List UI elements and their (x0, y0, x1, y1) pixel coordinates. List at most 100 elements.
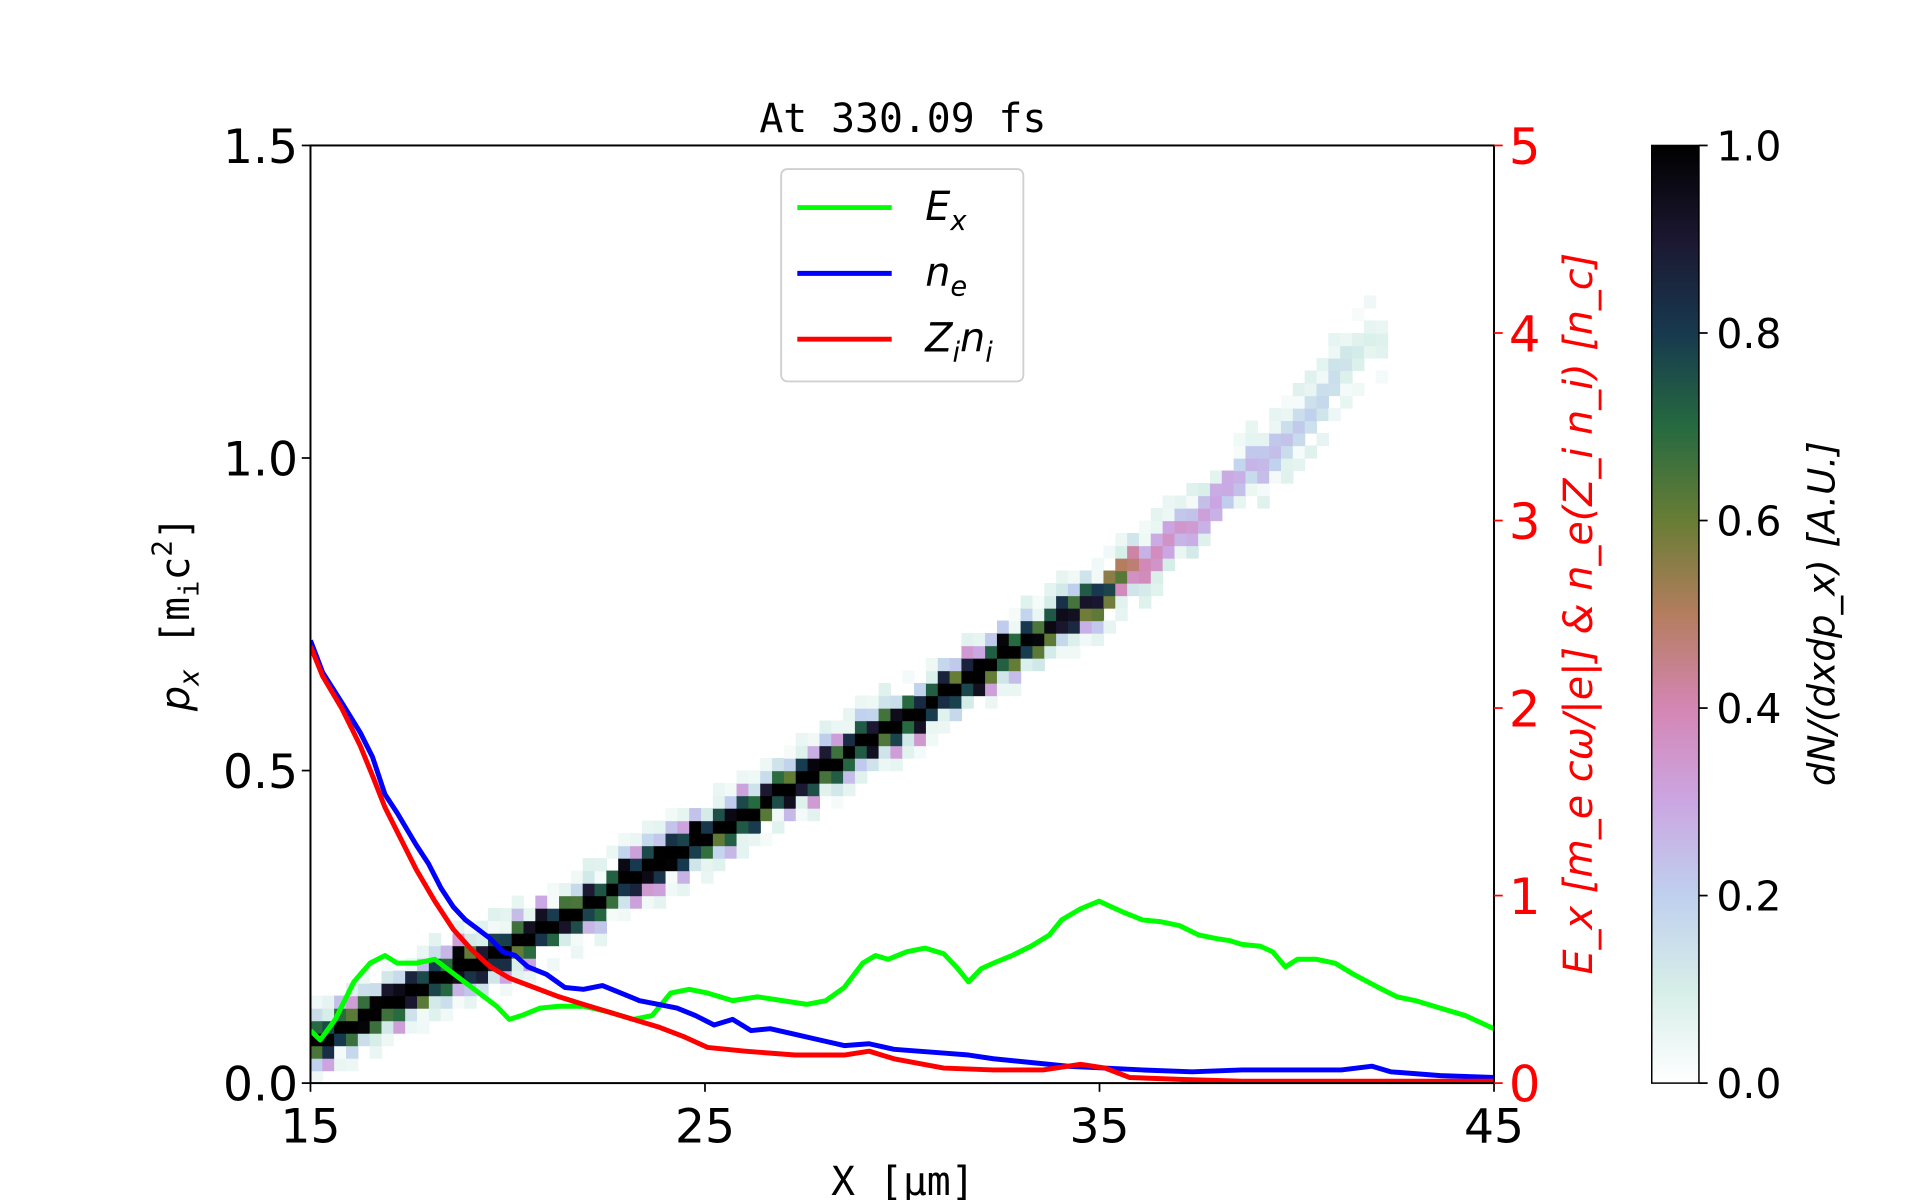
heatmap-cell (1162, 495, 1176, 509)
heatmap-cell (748, 795, 761, 809)
heatmap-cell (772, 795, 785, 809)
heatmap-cell (1209, 483, 1223, 497)
heatmap-cell (1363, 345, 1377, 359)
heatmap-cell (1079, 595, 1093, 609)
heatmap-cell (925, 670, 939, 684)
heatmap-cell (499, 908, 513, 922)
heatmap-cell (937, 695, 951, 709)
heatmap-cell (630, 845, 643, 859)
heatmap-cell (547, 908, 560, 922)
heatmap-cell (760, 808, 773, 822)
heatmap-cell (1032, 633, 1045, 647)
heatmap-cell (1340, 357, 1353, 372)
heatmap-cell (1316, 382, 1329, 397)
heatmap-cell (1056, 608, 1069, 622)
series-lines (310, 639, 1495, 1084)
heatmap-cell (1257, 445, 1270, 459)
heatmap-cell (1233, 470, 1247, 484)
heatmap-cell (523, 933, 536, 947)
heatmap-cell (1150, 583, 1164, 597)
heatmap-cell (1138, 545, 1152, 559)
heatmap-cell (854, 770, 868, 784)
heatmap-cell (973, 658, 986, 672)
heatmap-cell (535, 933, 548, 947)
heatmap-cell (807, 745, 821, 759)
heatmap-cell (1280, 395, 1294, 409)
heatmap-cell (547, 883, 560, 897)
heatmap-cell (606, 895, 619, 909)
svg-text:ne: ne (925, 250, 967, 303)
heatmap-cell (1067, 583, 1081, 597)
heatmap-cell (985, 658, 998, 672)
heatmap-cell (1150, 508, 1164, 522)
heatmap-cell (1328, 357, 1341, 372)
heatmap-cell (452, 945, 465, 959)
heatmap-cell (1269, 470, 1282, 484)
heatmap-cell (1150, 545, 1164, 559)
heatmap-cell (854, 733, 868, 747)
heatmap-cell (405, 970, 418, 984)
heatmap-cell (961, 658, 974, 672)
heatmap-cell (996, 633, 1010, 647)
heatmap-cell (594, 883, 607, 897)
heatmap-cell (985, 645, 998, 659)
heatmap-cell (1304, 395, 1318, 409)
heatmap-cell (1292, 445, 1306, 459)
heatmap-cell (665, 883, 678, 897)
heatmap-cell (547, 958, 560, 972)
heatmap-cell (854, 695, 868, 709)
heatmap-cell (783, 745, 797, 759)
heatmap-cell (783, 795, 797, 809)
heatmap-cell (322, 1008, 335, 1022)
heatmap-cell (357, 1020, 371, 1034)
heatmap-cell (1351, 357, 1365, 372)
heatmap-cell (653, 858, 667, 872)
heatmap-cell (1174, 545, 1187, 559)
heatmap-cell (559, 920, 572, 934)
heatmap-cell (345, 1033, 359, 1047)
heatmap-cell (701, 820, 714, 834)
heatmap-cell (582, 920, 596, 934)
heatmap-cell (973, 633, 986, 647)
heatmap-cell (724, 820, 738, 834)
heatmap-cell (641, 895, 655, 909)
heatmap-cell (1233, 458, 1247, 472)
heatmap-cell (783, 783, 797, 797)
heatmap-cell (641, 870, 655, 884)
heatmap-cell (1186, 495, 1199, 509)
heatmap-cell (712, 833, 726, 847)
heatmap-cell (405, 995, 418, 1009)
heatmap-cell (369, 1045, 383, 1059)
heatmap-cell (1008, 608, 1022, 622)
heatmap-cell (523, 920, 536, 934)
heatmap-cell (807, 758, 821, 772)
heatmap-cell (701, 833, 714, 847)
heatmap-cell (1067, 645, 1081, 659)
heatmap-cell (618, 908, 631, 922)
right-y-tick-label: 0 (1509, 1056, 1541, 1114)
series-line-ex (310, 898, 1495, 1043)
heatmap-cell (1292, 408, 1306, 422)
heatmap-cell (547, 895, 560, 909)
heatmap-cell (866, 745, 880, 759)
heatmap-cell (452, 995, 465, 1009)
heatmap-cell (1186, 545, 1199, 559)
heatmap-cell (677, 833, 690, 847)
heatmap-cell (1316, 395, 1329, 409)
series-line-zini (310, 645, 1495, 1084)
heatmap-cell (653, 833, 667, 847)
heatmap-cell (1351, 307, 1365, 322)
heatmap-cell (1174, 520, 1187, 534)
x-tick-label: 15 (280, 1100, 340, 1155)
heatmap-cell (973, 670, 986, 684)
heatmap-cell (996, 658, 1010, 672)
heatmap-cell (1079, 620, 1093, 634)
heatmap-cell (1269, 458, 1282, 472)
heatmap-cell (357, 1008, 371, 1022)
heatmap-cell (1115, 545, 1128, 559)
heatmap-cell (866, 720, 880, 734)
heatmap-cell (1245, 470, 1258, 484)
heatmap-cell (996, 620, 1010, 634)
heatmap-cell (1375, 345, 1389, 359)
heatmap-cell (949, 708, 963, 722)
